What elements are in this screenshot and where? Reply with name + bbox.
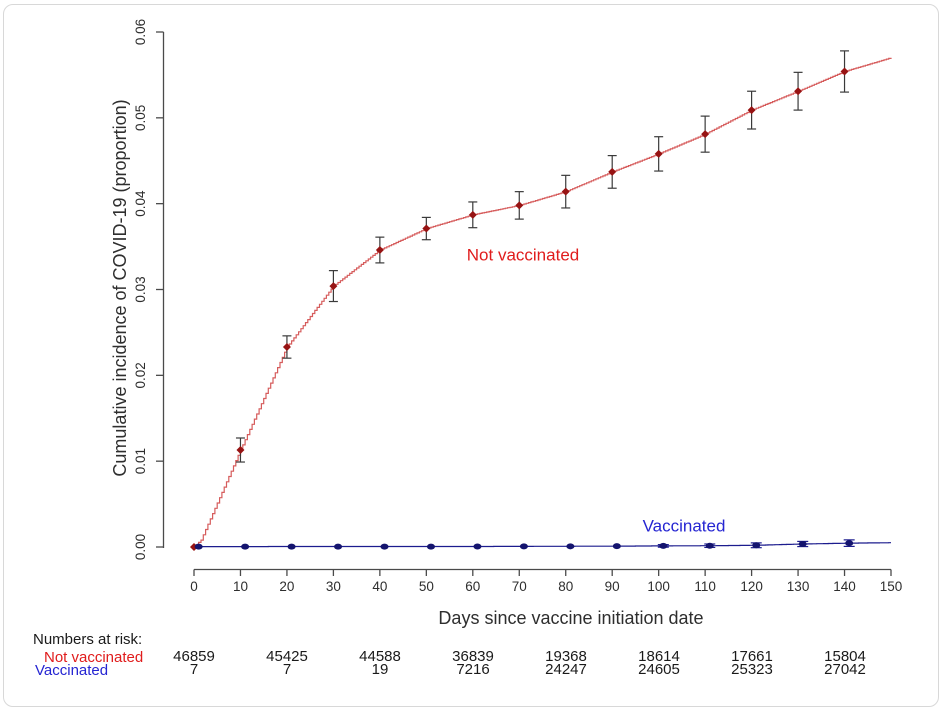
vaccinated-data-marker (241, 543, 250, 550)
y-axis-title: Cumulative incidence of COVID-19 (propor… (110, 99, 130, 477)
at-risk-value: 7 (282, 661, 292, 678)
not-vaccinated-data-marker (840, 67, 849, 76)
at-risk-row-label-vaccinated: Vaccinated (35, 662, 109, 679)
vaccinated-data-marker (798, 540, 807, 547)
x-tick-label: 140 (833, 579, 856, 594)
vaccinated-data-marker (845, 540, 854, 547)
y-tick-label: 0.05 (133, 105, 148, 131)
not-vaccinated-data-marker (515, 201, 524, 210)
x-tick-label: 90 (605, 579, 620, 594)
y-tick-label: 0.03 (133, 276, 148, 302)
at-risk-value: 24605 (638, 661, 680, 678)
x-tick-label: 130 (787, 579, 810, 594)
x-tick-label: 110 (694, 579, 716, 594)
not-vaccinated-data-marker (375, 246, 384, 255)
numbers-at-risk-header: Numbers at risk: (33, 631, 143, 648)
x-tick-label: 50 (419, 579, 434, 594)
not-vaccinated-data-marker (282, 343, 291, 352)
x-tick-label: 150 (880, 579, 903, 594)
x-tick-label: 80 (558, 579, 573, 594)
at-risk-value: 7 (189, 661, 199, 678)
not-vaccinated-data-marker (561, 187, 570, 196)
vaccinated-data-marker (194, 543, 203, 550)
x-tick-label: 60 (465, 579, 480, 594)
x-tick-label: 70 (512, 579, 527, 594)
x-tick-label: 100 (647, 579, 670, 594)
at-risk-value: 15804 (824, 648, 866, 665)
vaccinated-data-marker (473, 543, 482, 550)
at-risk-value: 44588 (359, 648, 401, 665)
vaccinated-data-marker (519, 543, 528, 550)
not-vaccinated-data-marker (747, 106, 756, 115)
at-risk-value: 19368 (545, 648, 587, 665)
x-axis-title: Days since vaccine initiation date (438, 608, 704, 628)
at-risk-value: 17661 (731, 648, 773, 665)
x-tick-label: 120 (740, 579, 763, 594)
vaccinated-step-curve (198, 542, 891, 548)
at-risk-value: 46859 (173, 648, 215, 665)
at-risk-value: 45425 (266, 648, 308, 665)
at-risk-value: 27042 (824, 661, 866, 678)
not-vaccinated-data-marker (794, 87, 803, 96)
not-vaccinated-step-curve (194, 57, 892, 548)
x-tick-label: 40 (372, 579, 387, 594)
x-tick-label: 20 (279, 579, 294, 594)
vaccinated-data-marker (426, 543, 435, 550)
at-risk-value: 25323 (731, 661, 773, 678)
not-vaccinated-curve-label: Not vaccinated (466, 245, 580, 265)
y-tick-label: 0.04 (133, 190, 148, 217)
not-vaccinated-data-marker (654, 149, 663, 158)
y-tick-label: 0.01 (133, 448, 148, 474)
vaccinated-curve-label: Vaccinated (642, 516, 726, 536)
vaccinated-data-marker (566, 543, 575, 550)
at-risk-value: 18614 (638, 648, 680, 665)
vaccinated-data-marker (752, 542, 761, 549)
not-vaccinated-data-marker (701, 130, 710, 139)
not-vaccinated-data-marker (608, 167, 617, 176)
vaccinated-data-marker (380, 543, 389, 550)
y-tick-label: 0.00 (133, 534, 148, 560)
at-risk-value: 19 (371, 661, 389, 678)
vaccinated-data-marker (659, 542, 668, 549)
vaccinated-data-marker (612, 543, 621, 550)
not-vaccinated-data-marker (329, 282, 338, 291)
at-risk-value: 7216 (456, 661, 490, 678)
y-tick-label: 0.02 (133, 362, 148, 388)
vaccinated-data-marker (334, 543, 343, 550)
x-tick-label: 0 (190, 579, 198, 594)
vaccinated-data-marker (705, 542, 714, 549)
not-vaccinated-data-marker (422, 224, 431, 233)
at-risk-row-label-not-vaccinated: Not vaccinated (44, 649, 144, 666)
x-tick-label: 10 (233, 579, 248, 594)
not-vaccinated-data-marker (468, 210, 477, 219)
not-vaccinated-data-marker (236, 446, 245, 455)
vaccinated-data-marker (287, 543, 296, 550)
y-tick-label: 0.06 (133, 19, 148, 45)
x-tick-label: 30 (326, 579, 341, 594)
at-risk-value: 24247 (545, 661, 587, 678)
at-risk-value: 36839 (452, 648, 494, 665)
